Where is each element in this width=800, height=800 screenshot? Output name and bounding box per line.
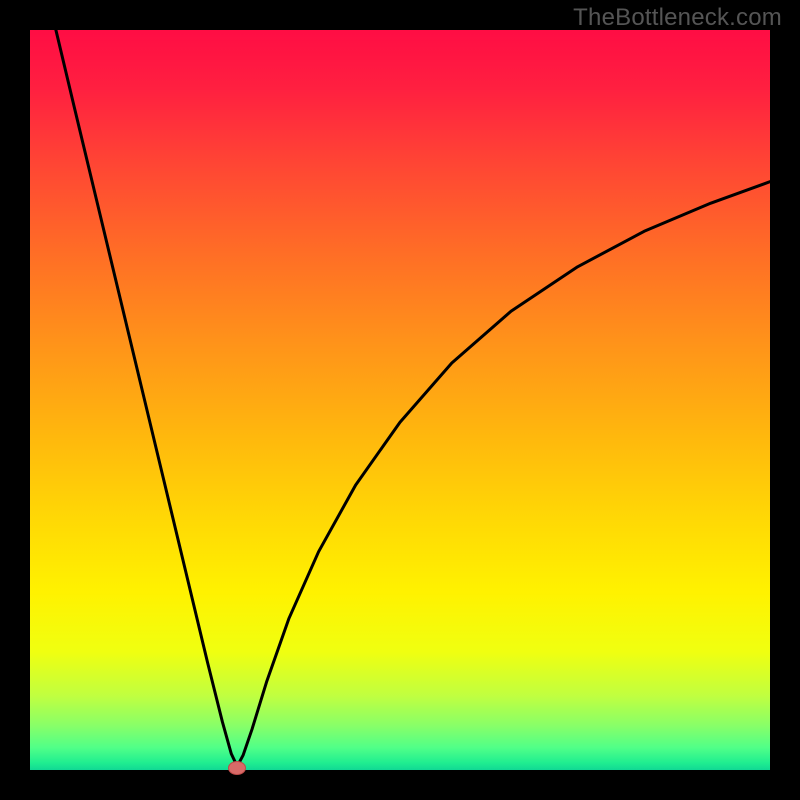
watermark-text: TheBottleneck.com bbox=[573, 4, 782, 32]
chart-container: TheBottleneck.com bbox=[0, 0, 800, 800]
minimum-marker bbox=[228, 761, 246, 775]
plot-area bbox=[30, 30, 770, 770]
bottleneck-curve bbox=[30, 30, 770, 770]
